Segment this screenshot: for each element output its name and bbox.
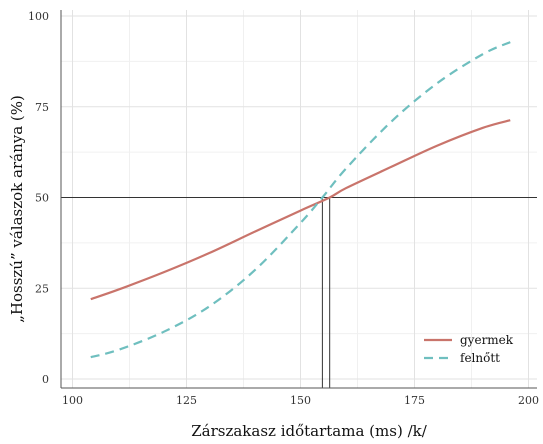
x-tick-label: 200 (518, 394, 539, 407)
y-tick-label: 100 (28, 10, 49, 23)
x-tick-label: 175 (404, 394, 425, 407)
tick-labels: 100 125 150 175 200 0 25 50 75 100 (28, 10, 539, 407)
legend-label-0: gyermek (460, 333, 514, 347)
x-tick-label: 100 (62, 394, 83, 407)
y-tick-label: 50 (35, 192, 49, 205)
y-tick-label: 0 (42, 373, 49, 386)
x-tick-label: 125 (176, 394, 197, 407)
y-tick-label: 75 (35, 101, 49, 114)
legend-label-1: felnőtt (460, 351, 500, 365)
reference-lines (61, 197, 537, 388)
y-axis-title: „Hosszú” válaszok aránya (%) (8, 95, 26, 323)
axes (60, 10, 537, 389)
series-line-1 (90, 41, 511, 359)
y-tick-label: 25 (35, 282, 49, 295)
grid (61, 10, 537, 388)
x-tick-label: 150 (290, 394, 311, 407)
legend: gyermek felnőtt (424, 333, 514, 365)
x-axis-title: Zárszakasz időtartama (ms) /k/ (191, 422, 427, 440)
series-line-0 (90, 119, 511, 301)
series-lines (90, 41, 511, 359)
